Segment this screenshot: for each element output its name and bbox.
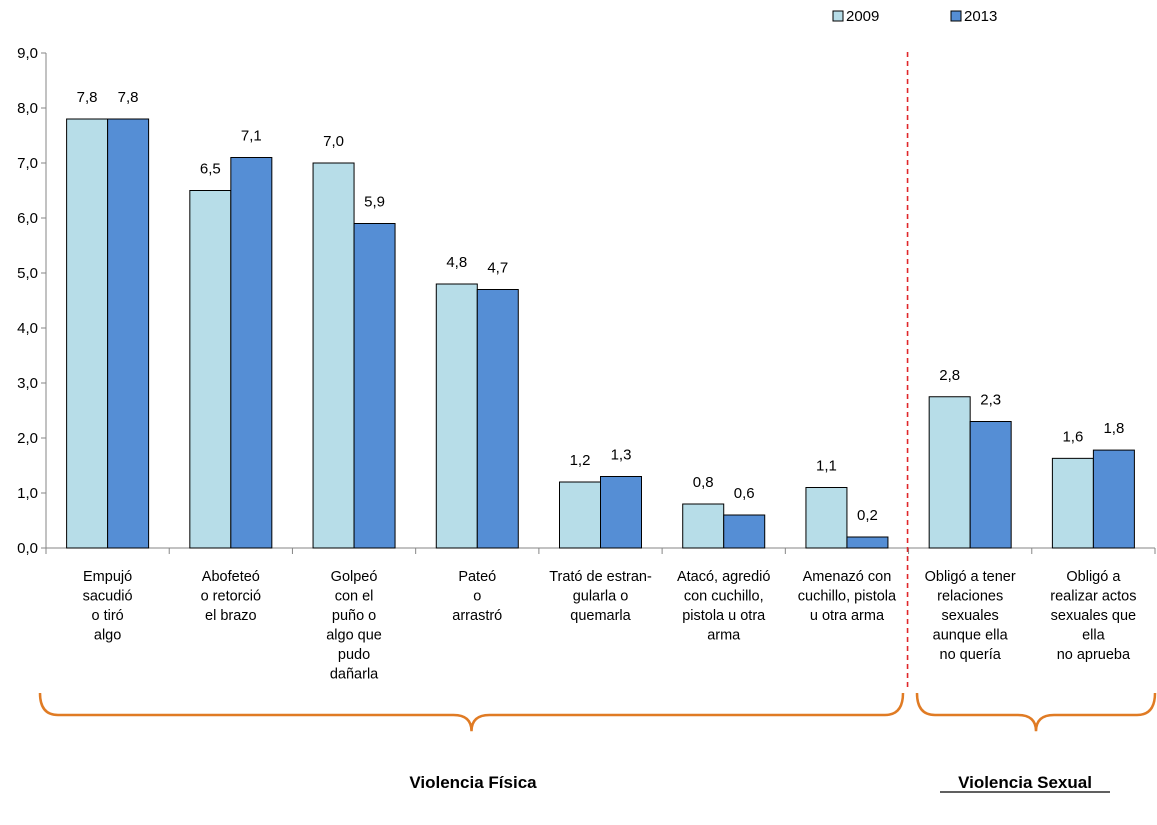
y-tick-label: 5,0 (17, 265, 38, 282)
category-label: pistola u otra (682, 608, 766, 624)
category-label: gularla o (573, 589, 629, 605)
data-label-2013: 2,3 (980, 392, 1001, 409)
data-label-2009: 6,5 (200, 161, 221, 178)
y-tick-label: 7,0 (17, 155, 38, 172)
y-tick-label: 0,0 (17, 540, 38, 557)
bar-2009 (189, 190, 232, 549)
bar-2009 (805, 487, 848, 549)
y-tick-label: 6,0 (17, 210, 38, 227)
category-label: Abofeteó (202, 569, 260, 585)
category-label: algo (94, 628, 121, 644)
category-label: Golpeó (331, 569, 378, 585)
category-label: arma (707, 628, 741, 644)
bar-2013 (1092, 449, 1135, 549)
category-label: Atacó, agredió (677, 569, 771, 585)
data-label-2013: 1,3 (611, 447, 632, 464)
category-label: algo que (326, 628, 382, 644)
bar-2009 (682, 503, 725, 549)
data-label-2009: 7,8 (77, 89, 98, 106)
data-label-2009: 4,8 (446, 254, 467, 271)
category-label: dañarla (330, 667, 379, 683)
y-tick-label: 1,0 (17, 485, 38, 502)
category-label: sacudió (83, 589, 133, 605)
data-label-2013: 4,7 (487, 260, 508, 277)
bar-2009 (1051, 457, 1094, 549)
group-brace (915, 692, 1157, 732)
bar-2013 (600, 476, 642, 549)
data-label-2009: 1,2 (570, 452, 591, 469)
category-label: no quería (940, 647, 1002, 663)
category-label: o (473, 589, 481, 605)
category-label: no aprueba (1057, 647, 1131, 663)
data-label-2009: 1,1 (816, 458, 837, 475)
bar-2009 (928, 396, 971, 549)
legend-label-2009: 2009 (846, 8, 879, 25)
category-label: ella (1082, 628, 1106, 644)
group-label: Violencia Sexual (958, 773, 1092, 792)
data-label-2013: 7,8 (118, 89, 139, 106)
bar-2013 (969, 421, 1012, 549)
category-label: Pateó (458, 569, 496, 585)
category-label: con el (335, 589, 374, 605)
data-label-2013: 1,8 (1103, 420, 1124, 437)
y-tick-label: 4,0 (17, 320, 38, 337)
category-label: cuchillo, pistola (798, 589, 897, 605)
category-label: u otra arma (810, 608, 885, 624)
category-label: con cuchillo, (684, 589, 764, 605)
data-label-2009: 0,8 (693, 474, 714, 491)
category-label: o tiró (91, 608, 123, 624)
y-tick-label: 8,0 (17, 100, 38, 117)
y-tick-label: 2,0 (17, 430, 38, 447)
category-label: Empujó (83, 569, 132, 585)
category-label: arrastró (452, 608, 502, 624)
data-label-2013: 0,2 (857, 507, 878, 524)
bar-2009 (435, 283, 478, 549)
category-label: realizar actos (1050, 589, 1136, 605)
group-brace (38, 692, 905, 732)
bar-2013 (353, 223, 396, 549)
bar-2013 (723, 514, 766, 549)
legend-swatch-2013 (950, 10, 962, 22)
category-label: Obligó a (1066, 569, 1121, 585)
bar-2013 (846, 536, 889, 549)
legend-label-2013: 2013 (964, 8, 997, 25)
bar-2009 (559, 481, 601, 549)
category-label: pudo (338, 647, 370, 663)
y-tick-label: 9,0 (17, 45, 38, 62)
bar-2013 (476, 289, 519, 549)
data-label-2009: 1,6 (1062, 428, 1083, 445)
group-label: Violencia Física (409, 773, 537, 792)
y-tick-label: 3,0 (17, 375, 38, 392)
bar-2009 (312, 162, 355, 549)
data-label-2013: 5,9 (364, 194, 385, 211)
category-label: Amenazó con (803, 569, 892, 585)
category-label: sexuales (942, 608, 999, 624)
data-label-2013: 7,1 (241, 128, 262, 145)
data-label-2009: 7,0 (323, 133, 344, 150)
category-label: quemarla (570, 608, 631, 624)
category-label: o retorció (201, 589, 261, 605)
category-label: Obligó a tener (925, 569, 1016, 585)
data-label-2009: 2,8 (939, 367, 960, 384)
category-label: puño o (332, 608, 376, 624)
category-label: aunque ella (933, 628, 1009, 644)
category-label: sexuales que (1051, 608, 1136, 624)
category-label: Trató de estran- (549, 569, 652, 585)
legend-swatch-2009 (832, 10, 844, 22)
category-label: el brazo (205, 608, 257, 624)
bar-2009 (66, 118, 109, 549)
bar-2013 (230, 157, 273, 549)
bar-2013 (107, 118, 150, 549)
data-label-2013: 0,6 (734, 485, 755, 502)
category-label: relaciones (937, 589, 1003, 605)
